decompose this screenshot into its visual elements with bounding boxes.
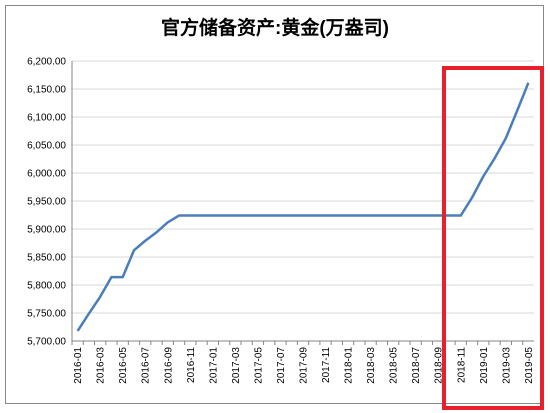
x-tick-label: 2016-01 [73,347,84,384]
x-tick-label: 2018-03 [366,347,377,384]
x-tick-label: 2017-11 [321,347,332,383]
y-tick-label: 6,000.00 [27,169,66,180]
x-tick-label: 2016-11 [186,347,197,383]
x-tick-label: 2016-03 [96,347,107,384]
x-tick-label: 2018-05 [389,347,400,384]
chart-title: 官方储备资产:黄金(万盎司) [161,16,389,39]
x-tick-label: 2017-07 [276,347,287,384]
x-tick-label: 2018-11 [456,347,467,383]
y-tick-label: 6,200.00 [27,57,66,68]
y-tick-label: 6,050.00 [27,141,66,152]
y-tick-label: 5,900.00 [27,225,66,236]
y-tick-label: 5,750.00 [27,309,66,320]
x-tick-label: 2017-01 [208,347,219,384]
y-tick-label: 6,100.00 [27,113,66,124]
chart-frame [5,5,544,404]
y-tick-label: 5,850.00 [27,253,66,264]
x-tick-label: 2017-05 [253,347,264,384]
data-line [76,82,530,332]
x-tick-label: 2018-09 [434,347,445,384]
x-tick-label: 2018-01 [344,347,355,384]
y-tick-label: 5,800.00 [27,281,66,292]
highlight-box [442,66,544,410]
x-tick-label: 2017-03 [231,347,242,384]
x-tick-label: 2019-01 [479,347,490,384]
x-tick-label: 2016-05 [118,347,129,384]
x-tick-label: 2017-09 [299,347,310,384]
y-tick-label: 6,150.00 [27,85,66,96]
x-tick-label: 2019-05 [524,347,535,384]
y-tick-label: 5,950.00 [27,197,66,208]
x-tick-label: 2019-03 [501,347,512,384]
x-tick-label: 2018-07 [411,347,422,384]
x-tick-label: 2016-07 [141,347,152,384]
y-tick-label: 5,700.00 [27,337,66,348]
x-tick-label: 2016-09 [163,347,174,384]
